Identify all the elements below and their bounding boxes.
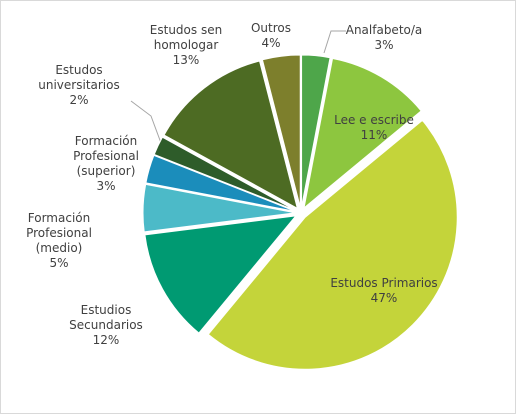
value-label: 47%: [370, 291, 398, 305]
slice-label: Estudos Primarios 47%: [329, 276, 439, 306]
value-label: 4%: [261, 36, 281, 50]
value-label: 2%: [69, 93, 89, 107]
category-label: Lee e escribe: [334, 113, 414, 127]
leader-line: [323, 30, 346, 54]
slice-label: Estudos universitarios 2%: [24, 63, 134, 108]
category-label: Outros: [250, 21, 292, 35]
slice-label: Estudos sen homologar 13%: [131, 23, 241, 68]
pie-slice: [144, 215, 297, 334]
pie-slice: [261, 54, 301, 208]
pie-slice: [207, 119, 458, 370]
category-label: Estudos universitarios: [38, 63, 120, 92]
pie-slice: [303, 57, 422, 210]
slice-label: Formación Profesional (superior) 3%: [51, 134, 161, 194]
value-label: 13%: [172, 53, 200, 67]
slice-label: Outros 4%: [216, 21, 326, 51]
value-label: 3%: [374, 38, 394, 52]
category-label: Formación Profesional (superior): [73, 134, 139, 178]
category-label: Estudios Secundarios: [69, 303, 143, 332]
value-label: 12%: [92, 333, 120, 347]
category-label: Analfabeto/a: [345, 23, 423, 37]
pie-slice: [163, 60, 299, 210]
pie-slice: [145, 154, 296, 212]
slice-label: Lee e escribe 11%: [319, 113, 429, 143]
value-label: 5%: [49, 256, 69, 270]
slice-label: Estudios Secundarios 12%: [51, 303, 161, 348]
pie-slice: [142, 183, 296, 233]
pie-slice: [153, 136, 296, 211]
category-label: Estudos sen homologar: [149, 23, 223, 52]
category-label: Formación Profesional (medio): [26, 211, 92, 255]
category-label: Estudos Primarios: [330, 276, 438, 290]
pie-slice: [301, 54, 331, 208]
slice-label: Analfabeto/a 3%: [329, 23, 439, 53]
value-label: 11%: [360, 128, 388, 142]
slice-label: Formación Profesional (medio) 5%: [4, 211, 114, 271]
value-label: 3%: [96, 179, 116, 193]
leader-line: [130, 100, 162, 144]
